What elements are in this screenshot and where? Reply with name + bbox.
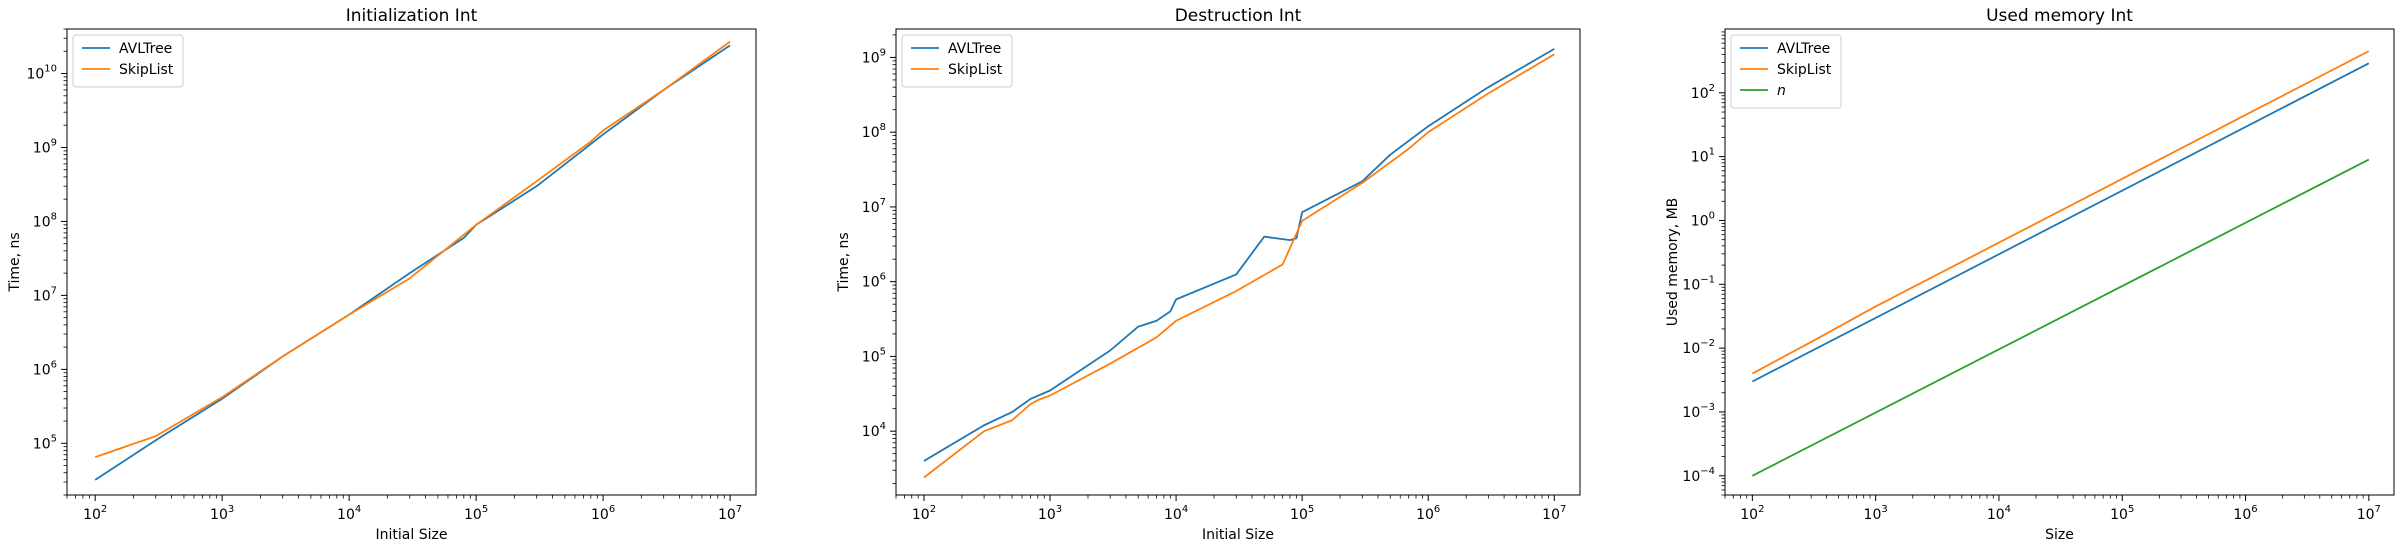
series-line-skiplist bbox=[923, 53, 1555, 479]
y-tick-label: 10−3 bbox=[1682, 402, 1715, 421]
y-tick-label: 105 bbox=[862, 346, 886, 365]
y-tick-label: 107 bbox=[33, 285, 57, 304]
x-axis-label: Initial Size bbox=[1202, 527, 1274, 543]
x-tick-label: 105 bbox=[1290, 504, 1314, 523]
y-tick-label: 100 bbox=[1691, 210, 1715, 229]
x-tick-label: 102 bbox=[912, 504, 936, 523]
series-line-skiplist bbox=[1751, 50, 2370, 375]
chart-title: Destruction Int bbox=[1175, 6, 1302, 26]
y-tick-label: 102 bbox=[1691, 83, 1715, 102]
y-tick-label: 107 bbox=[862, 197, 886, 216]
y-tick-label: 105 bbox=[33, 433, 57, 452]
x-tick-label: 103 bbox=[1864, 504, 1888, 523]
x-tick-label: 106 bbox=[591, 504, 615, 523]
y-tick-label: 108 bbox=[33, 211, 57, 230]
y-tick-label: 10−2 bbox=[1682, 338, 1715, 357]
legend-label: AVLTree bbox=[119, 41, 172, 57]
y-tick-label: 1010 bbox=[26, 64, 57, 83]
x-tick-label: 107 bbox=[2357, 504, 2381, 523]
axes-frame bbox=[1724, 28, 2395, 496]
x-tick-label: 103 bbox=[210, 504, 234, 523]
chart-panel-3: Used memory Int Size Used memory, MB 102 103… bbox=[1665, 6, 2395, 543]
x-tick-label: 103 bbox=[1038, 504, 1062, 523]
series-line-n bbox=[1751, 158, 2370, 477]
legend-label: n bbox=[1777, 83, 1786, 99]
x-tick-label: 106 bbox=[1416, 504, 1440, 523]
legend-label: AVLTree bbox=[1777, 41, 1830, 57]
series-line-avltree bbox=[1751, 62, 2370, 383]
x-tick-label: 102 bbox=[83, 504, 107, 523]
x-tick-label: 105 bbox=[2110, 504, 2134, 523]
y-tick-label: 108 bbox=[862, 122, 886, 141]
y-axis-label: Used memory, MB bbox=[1665, 198, 1681, 327]
x-tick-label: 104 bbox=[337, 504, 361, 523]
y-tick-label: 10−4 bbox=[1682, 466, 1715, 485]
legend: AVLTree SkipList bbox=[72, 34, 184, 88]
axes-frame bbox=[895, 28, 1581, 496]
x-tick-label: 104 bbox=[1164, 504, 1188, 523]
chart-title: Used memory Int bbox=[1986, 6, 2133, 26]
y-tick-label: 106 bbox=[862, 272, 886, 291]
x-axis-label: Size bbox=[2045, 527, 2074, 543]
x-tick-label: 104 bbox=[1987, 504, 2011, 523]
y-axis-label: Time, ns bbox=[7, 232, 23, 292]
chart-panel-2: Destruction Int Initial Size Time, ns 102 10… bbox=[836, 6, 1581, 543]
x-axis-label: Initial Size bbox=[376, 527, 448, 543]
legend: AVLTree SkipList bbox=[901, 34, 1013, 88]
series-line-skiplist bbox=[94, 40, 731, 458]
series-line-avltree bbox=[923, 48, 1555, 462]
x-tick-label: 107 bbox=[718, 504, 742, 523]
series-line-avltree bbox=[94, 44, 731, 481]
y-axis-label: Time, ns bbox=[836, 232, 852, 292]
axes-frame bbox=[66, 28, 757, 496]
x-tick-label: 105 bbox=[464, 504, 488, 523]
y-tick-label: 10−1 bbox=[1682, 274, 1715, 293]
chart-panel-1: Initialization Int Initial Size Time, ns 10… bbox=[7, 6, 757, 543]
y-tick-label: 104 bbox=[862, 421, 886, 440]
x-tick-label: 106 bbox=[2233, 504, 2257, 523]
chart-title: Initialization Int bbox=[346, 6, 478, 26]
y-tick-label: 101 bbox=[1691, 147, 1715, 166]
legend-label: SkipList bbox=[1777, 62, 1832, 78]
legend-label: AVLTree bbox=[948, 41, 1001, 57]
x-tick-label: 107 bbox=[1542, 504, 1566, 523]
legend: AVLTree SkipList n bbox=[1730, 34, 1842, 109]
y-tick-label: 109 bbox=[862, 47, 886, 66]
legend-label: SkipList bbox=[119, 62, 174, 78]
legend-label: SkipList bbox=[948, 62, 1003, 78]
y-tick-label: 109 bbox=[33, 137, 57, 156]
x-tick-label: 102 bbox=[1740, 504, 1764, 523]
y-tick-label: 106 bbox=[33, 359, 57, 378]
